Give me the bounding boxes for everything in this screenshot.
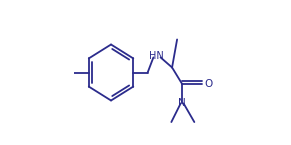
- Text: HN: HN: [149, 51, 164, 61]
- Text: O: O: [204, 79, 212, 89]
- Text: N: N: [178, 98, 186, 108]
